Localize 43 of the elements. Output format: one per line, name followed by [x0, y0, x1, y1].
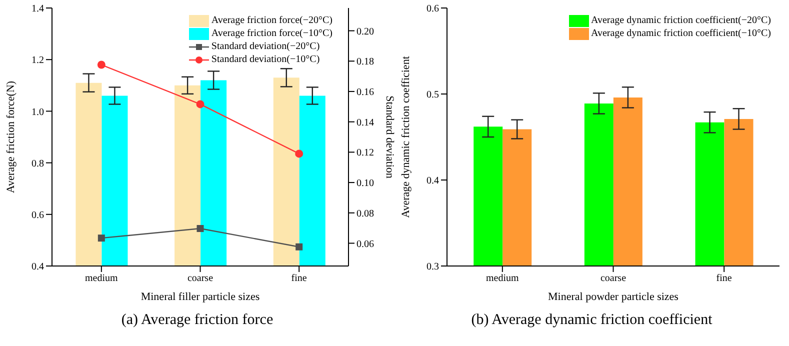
legend-label: Average dynamic friction coefficient(−20°C)	[590, 14, 771, 27]
legend-label: Average friction force(−20°C)	[211, 14, 332, 27]
point	[98, 234, 105, 242]
text: (a) Average friction force	[120, 312, 274, 329]
x-tick-label: fine	[291, 273, 308, 284]
y-tick-label: 0.4	[426, 176, 438, 187]
y2-tick-label: 0.12	[356, 148, 374, 159]
legend-label: Average dynamic friction coefficient(−10°C)	[590, 27, 771, 40]
x-axis-title: Mineral filler particle sizes	[140, 291, 260, 303]
y2-tick-label: 0.20	[356, 26, 374, 38]
legend-label: Average friction force(−10°C)	[211, 27, 332, 40]
x-tick-label: fine	[716, 273, 732, 284]
y-axis-title: Average dynamic friction coefficient	[399, 56, 412, 218]
x-tick-label: medium	[85, 273, 118, 284]
x-axis-title: Mineral powder particle sizes	[548, 291, 678, 303]
point	[295, 150, 304, 158]
y-tick-label: 1.2	[32, 55, 44, 66]
point	[296, 243, 303, 250]
y2-tick-label: 0.10	[356, 178, 374, 190]
y2-tick-label: 0.18	[356, 56, 374, 68]
legend-label: Standard deviation(−10°C)	[211, 53, 320, 66]
y-tick-label: 0.6	[32, 210, 44, 221]
x-tick-label: coarse	[187, 273, 214, 284]
x-tick-label: medium	[486, 273, 519, 284]
x-tick-label: coarse	[600, 273, 626, 284]
y-tick-label: 0.8	[32, 158, 44, 170]
point	[97, 60, 106, 69]
y2-tick-label: 0.06	[356, 238, 374, 250]
y2-tick-label: 0.16	[356, 87, 374, 98]
y2-tick-label: 0.14	[356, 117, 374, 128]
y-tick-label: 0.6	[426, 4, 438, 15]
point	[196, 100, 204, 108]
y-tick-label: 0.4	[32, 262, 44, 273]
y2-axis-title: Standard deviation	[384, 96, 396, 179]
y-tick-label: 1.4	[32, 4, 44, 15]
point	[196, 225, 204, 232]
y-tick-label: 0.3	[426, 262, 438, 273]
y-tick-label: 0.5	[426, 90, 438, 101]
text: (b) Average dynamic friction coefficient	[470, 312, 714, 329]
y-axis-title: Average friction force(N)	[4, 80, 17, 194]
legend-label: Standard deviation(−20°C)	[211, 40, 320, 53]
y-tick-label: 1.0	[32, 106, 44, 118]
y2-tick-label: 0.08	[356, 208, 374, 220]
